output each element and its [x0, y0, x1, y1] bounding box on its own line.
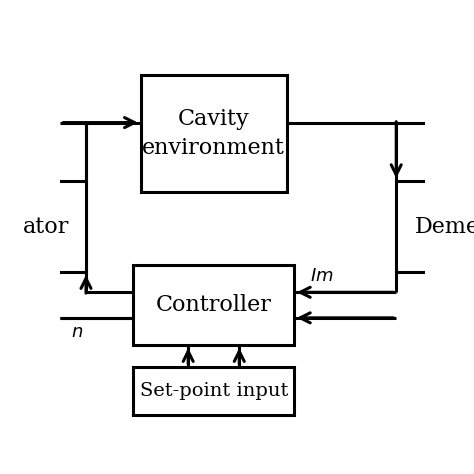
Text: ator: ator	[23, 216, 69, 237]
Text: $Im$: $Im$	[310, 267, 333, 285]
Bar	[141, 75, 287, 192]
Bar	[133, 265, 294, 345]
Text: $n$: $n$	[71, 323, 83, 341]
Text: Deme: Deme	[415, 216, 474, 237]
Text: Set-point input: Set-point input	[139, 382, 288, 400]
Bar	[133, 367, 294, 415]
Text: Cavity
environment: Cavity environment	[142, 108, 285, 159]
Text: Controller: Controller	[156, 294, 272, 316]
Bar	[396, 181, 474, 272]
Bar	[6, 181, 86, 272]
